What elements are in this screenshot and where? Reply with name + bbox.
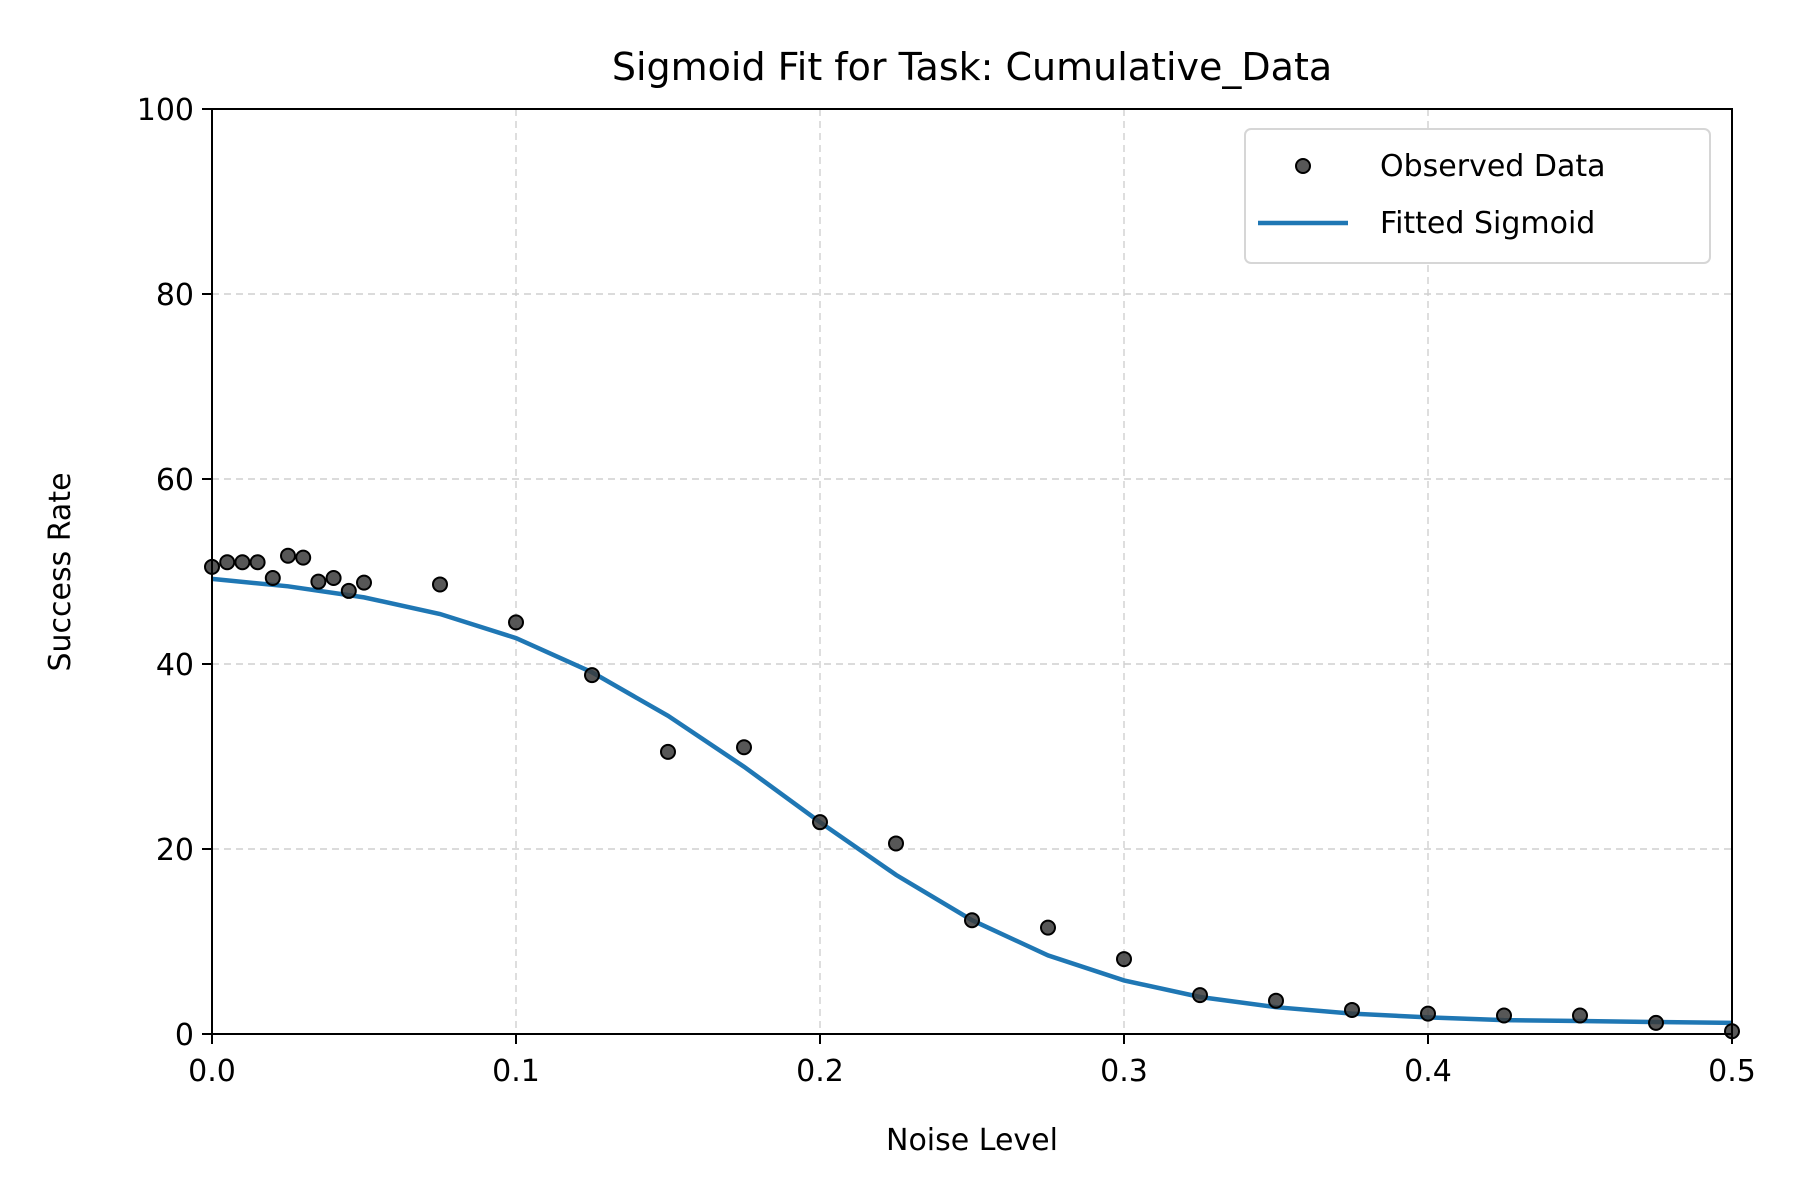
- observed-data-point: [812, 814, 828, 831]
- observed-data-point: [584, 667, 600, 684]
- y-tick-label: 60: [156, 463, 194, 498]
- x-tick-label: 0.4: [1404, 1054, 1452, 1089]
- legend-label-fitted: Fitted Sigmoid: [1380, 206, 1595, 241]
- grid-lines: [212, 109, 1732, 1034]
- x-axis-label: Noise Level: [886, 1123, 1058, 1158]
- fitted-line-layer: [211, 576, 1733, 1026]
- legend-label-observed: Observed Data: [1380, 149, 1606, 184]
- axis-ticks: 0.0 0.1 0.2 0.3 0.4 0.5 0 20 40 60 80 100: [137, 93, 1756, 1089]
- plot-frame: [211, 108, 1733, 1035]
- x-tick-label: 0.0: [188, 1054, 236, 1089]
- y-tick-label: 80: [156, 278, 194, 313]
- observed-data-point: [310, 573, 327, 590]
- observed-data-point: [1420, 1005, 1436, 1022]
- observed-data-point: [1572, 1007, 1588, 1024]
- legend: Observed Data Fitted Sigmoid: [1244, 128, 1711, 264]
- observed-data-point: [280, 547, 296, 564]
- observed-data-point: [432, 576, 448, 593]
- chart-title: Sigmoid Fit for Task: Cumulative_Data: [612, 45, 1332, 89]
- observed-data-point: [264, 569, 281, 586]
- observed-data-point: [219, 554, 236, 571]
- x-tick-label: 0.3: [1100, 1054, 1148, 1089]
- legend-box: [1244, 128, 1711, 264]
- observed-data-point: [888, 835, 904, 852]
- observed-data-point: [234, 554, 251, 571]
- observed-data-point: [1192, 987, 1208, 1004]
- observed-data-point: [660, 743, 676, 760]
- observed-data-point: [325, 569, 342, 586]
- observed-data-point: [1268, 992, 1284, 1009]
- observed-data-point: [508, 614, 524, 631]
- observed-data-point: [1040, 919, 1056, 936]
- y-tick-label: 40: [156, 648, 194, 683]
- observed-data-point: [1116, 951, 1132, 968]
- observed-points-layer: [204, 547, 1740, 1040]
- observed-data-point: [249, 554, 266, 571]
- observed-data-point: [1496, 1007, 1512, 1024]
- x-tick-label: 0.1: [492, 1054, 540, 1089]
- observed-data-point: [1344, 1001, 1360, 1018]
- y-tick-label: 100: [137, 93, 194, 128]
- y-tick-label: 20: [156, 833, 194, 868]
- observed-data-point: [356, 574, 372, 591]
- x-tick-label: 0.2: [796, 1054, 844, 1089]
- observed-data-point: [736, 739, 752, 756]
- legend-scatter-marker: [1295, 158, 1311, 174]
- x-tick-label: 0.5: [1708, 1054, 1756, 1089]
- y-axis-label: Success Rate: [43, 472, 78, 671]
- observed-data-point: [964, 912, 980, 929]
- fitted-sigmoid-line: [211, 576, 1733, 1026]
- observed-data-point: [1648, 1014, 1664, 1031]
- observed-data-point: [340, 582, 357, 599]
- observed-data-point: [295, 549, 312, 566]
- y-tick-label: 0: [175, 1018, 194, 1053]
